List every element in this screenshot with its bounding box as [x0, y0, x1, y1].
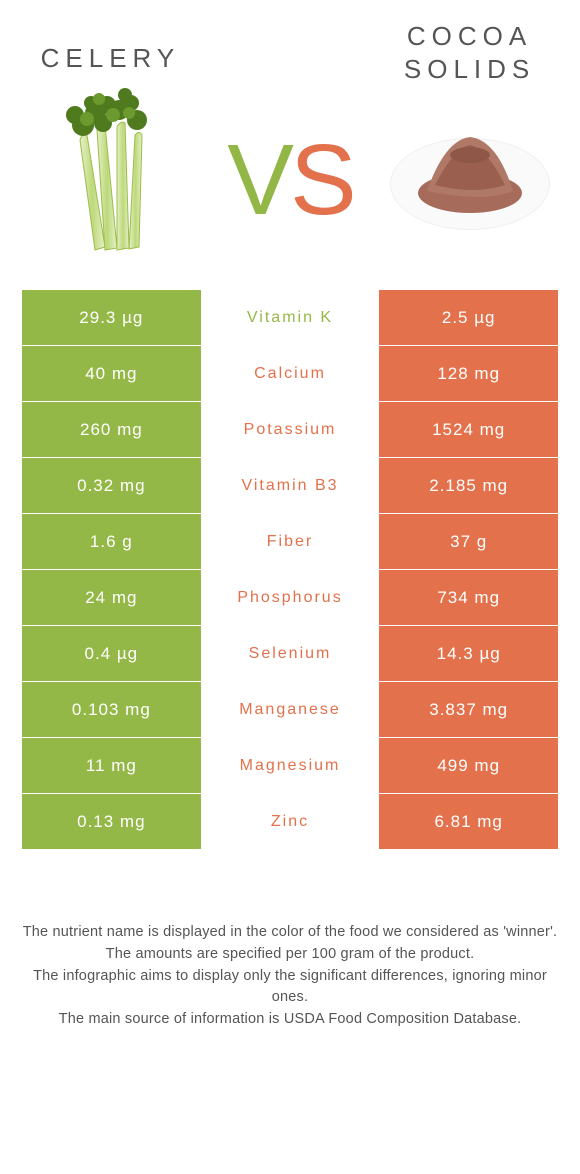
nutrient-label: Vitamin K — [201, 290, 380, 346]
nutrient-row: 1.6 gFiber37 g — [22, 514, 558, 570]
nutrient-label: Magnesium — [201, 738, 380, 794]
right-food-column: COCOA SOLIDS — [381, 20, 558, 265]
nutrient-label: Fiber — [201, 514, 380, 570]
right-value: 2.185 mg — [379, 458, 558, 514]
left-value: 40 mg — [22, 346, 201, 402]
nutrient-label: Selenium — [201, 626, 380, 682]
nutrient-label: Phosphorus — [201, 570, 380, 626]
right-value: 499 mg — [379, 738, 558, 794]
nutrient-row: 260 mgPotassium1524 mg — [22, 402, 558, 458]
left-food-title: CELERY — [22, 42, 199, 75]
nutrient-label: Vitamin B3 — [201, 458, 380, 514]
left-value: 29.3 µg — [22, 290, 201, 346]
nutrient-label: Potassium — [201, 402, 380, 458]
left-value: 24 mg — [22, 570, 201, 626]
cocoa-image — [381, 95, 558, 265]
vs-v-letter: V — [227, 124, 290, 236]
nutrient-row: 11 mgMagnesium499 mg — [22, 738, 558, 794]
nutrient-row: 29.3 µgVitamin K2.5 µg — [22, 290, 558, 346]
right-value: 14.3 µg — [379, 626, 558, 682]
left-value: 11 mg — [22, 738, 201, 794]
footer-notes: The nutrient name is displayed in the co… — [22, 922, 558, 1031]
comparison-header: CELERY — [22, 20, 558, 290]
left-value: 0.13 mg — [22, 794, 201, 850]
celery-icon — [35, 85, 185, 255]
nutrient-row: 0.13 mgZinc6.81 mg — [22, 794, 558, 850]
nutrient-row: 0.4 µgSelenium14.3 µg — [22, 626, 558, 682]
footer-line-3: The infographic aims to display only the… — [22, 966, 558, 1010]
left-value: 0.103 mg — [22, 682, 201, 738]
celery-image — [22, 85, 199, 255]
nutrient-label: Manganese — [201, 682, 380, 738]
vs-s-letter: S — [290, 124, 353, 236]
nutrient-label: Calcium — [201, 346, 380, 402]
left-value: 1.6 g — [22, 514, 201, 570]
nutrient-row: 40 mgCalcium128 mg — [22, 346, 558, 402]
footer-line-2: The amounts are specified per 100 gram o… — [22, 944, 558, 966]
vs-column: VS — [202, 20, 379, 230]
right-value: 1524 mg — [379, 402, 558, 458]
footer-line-1: The nutrient name is displayed in the co… — [22, 922, 558, 944]
right-value: 734 mg — [379, 570, 558, 626]
right-value: 37 g — [379, 514, 558, 570]
left-value: 260 mg — [22, 402, 201, 458]
footer-line-4: The main source of information is USDA F… — [22, 1009, 558, 1031]
left-value: 0.4 µg — [22, 626, 201, 682]
nutrient-row: 0.32 mgVitamin B32.185 mg — [22, 458, 558, 514]
right-value: 2.5 µg — [379, 290, 558, 346]
nutrient-label: Zinc — [201, 794, 380, 850]
right-value: 6.81 mg — [379, 794, 558, 850]
right-value: 3.837 mg — [379, 682, 558, 738]
nutrient-row: 24 mgPhosphorus734 mg — [22, 570, 558, 626]
nutrient-table: 29.3 µgVitamin K2.5 µg40 mgCalcium128 mg… — [22, 290, 558, 850]
left-food-column: CELERY — [22, 20, 199, 255]
nutrient-row: 0.103 mgManganese3.837 mg — [22, 682, 558, 738]
right-food-title: COCOA SOLIDS — [381, 20, 558, 85]
cocoa-icon — [390, 120, 550, 240]
vs-label: VS — [202, 130, 379, 230]
left-value: 0.32 mg — [22, 458, 201, 514]
right-value: 128 mg — [379, 346, 558, 402]
